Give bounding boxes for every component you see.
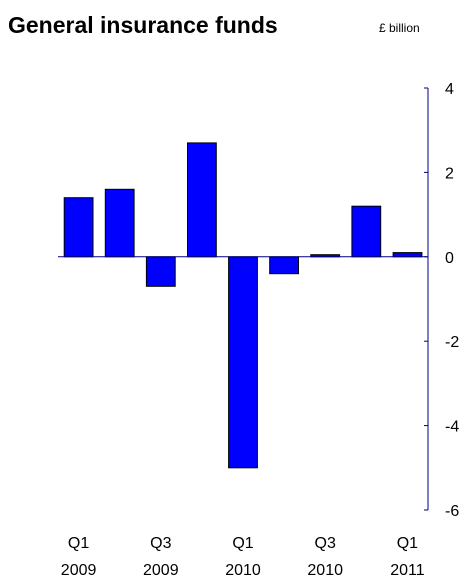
x-tick-year-2: 2010 [225,562,261,579]
x-axis-ticks: Q1 2009 Q3 2009 Q1 2010 Q3 2010 Q1 2011 [61,535,425,579]
y-tick-label-4: -4 [445,419,459,436]
y-tick-label-3: -2 [445,334,459,351]
y-tick-label-2: 0 [445,250,454,267]
bar-3 [187,142,217,258]
x-tick-year-3: 2010 [307,562,343,579]
y-tick-label-1: 2 [445,165,454,182]
y-tick-label-0: 4 [445,81,454,98]
chart-unit-label: £ billion [379,21,420,35]
x-tick-quarter-4: Q1 [397,535,418,552]
x-tick-quarter-3: Q3 [315,535,336,552]
x-tick-quarter-2: Q1 [232,535,253,552]
bar-1 [104,188,135,258]
bar-5 [269,256,300,275]
x-tick-year-1: 2009 [143,562,179,579]
bar-8 [392,252,423,258]
y-axis-ticks: 4 2 0 -2 -4 -6 [424,81,459,520]
chart-header: General insurance funds £ billion [8,8,458,48]
bar-0 [63,197,94,258]
bar-2 [145,256,176,287]
y-tick-label-5: -6 [445,503,459,520]
x-tick-year-4: 2011 [390,562,425,579]
x-tick-quarter-1: Q3 [150,535,171,552]
bar-4 [228,256,258,469]
x-tick-year-0: 2009 [61,562,97,579]
chart-title: General insurance funds [8,12,278,38]
x-tick-quarter-0: Q1 [68,535,89,552]
bars-group [63,142,423,469]
bar-7 [351,205,382,258]
